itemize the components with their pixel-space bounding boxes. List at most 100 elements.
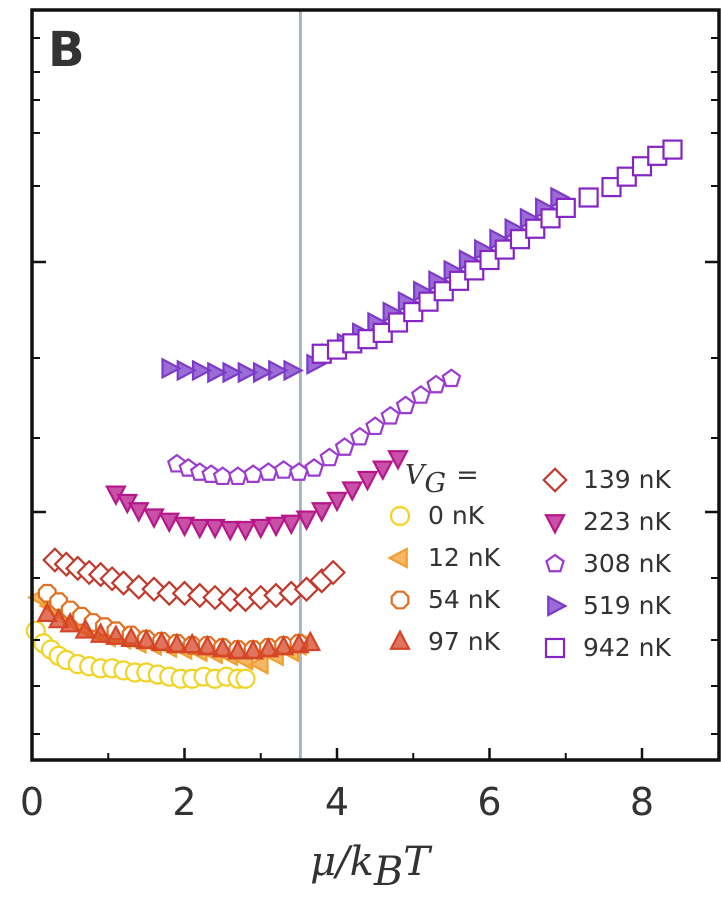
data-point bbox=[237, 361, 259, 384]
data-point bbox=[120, 626, 142, 648]
data-point bbox=[161, 357, 182, 380]
data-point bbox=[418, 291, 439, 312]
legend-marker bbox=[544, 514, 566, 535]
data-point bbox=[380, 405, 401, 425]
legend-marker bbox=[544, 637, 566, 659]
legend-label: 12 nK bbox=[428, 543, 501, 572]
data-point bbox=[188, 518, 211, 540]
data-point bbox=[662, 139, 683, 160]
x-axis-label-tail: T bbox=[403, 839, 433, 885]
data-point bbox=[494, 239, 515, 260]
data-point bbox=[304, 457, 324, 477]
data-point bbox=[272, 634, 295, 656]
data-point bbox=[320, 559, 346, 586]
legend: VG = 0 nK 12 nK 54 nK 97 nK 139 nK 223 nK 308 n… bbox=[387, 460, 672, 662]
data-point bbox=[125, 574, 152, 600]
plot-frame bbox=[30, 8, 721, 762]
panel-label: B bbox=[48, 22, 85, 78]
data-point bbox=[448, 270, 470, 291]
y-ticks bbox=[32, 37, 719, 735]
data-point bbox=[280, 514, 303, 536]
data-point bbox=[105, 624, 127, 645]
legend-marker bbox=[547, 595, 568, 617]
data-point bbox=[403, 301, 424, 323]
data-point bbox=[426, 374, 446, 394]
data-point bbox=[211, 636, 234, 658]
data-point bbox=[186, 582, 213, 609]
data-point bbox=[135, 628, 158, 650]
data-point bbox=[578, 187, 599, 208]
legend-title: VG = bbox=[405, 460, 479, 499]
data-point bbox=[341, 481, 364, 502]
legend-label: 519 nK bbox=[583, 591, 672, 620]
data-point bbox=[252, 361, 274, 384]
data-point bbox=[540, 208, 561, 229]
data-point bbox=[525, 218, 546, 239]
x-axis-label-sub: B bbox=[373, 849, 403, 895]
data-point bbox=[295, 510, 318, 532]
data-point bbox=[242, 638, 264, 660]
data-point bbox=[387, 312, 409, 333]
data-point bbox=[616, 166, 637, 187]
legend-label: 223 nK bbox=[583, 507, 672, 536]
data-point bbox=[36, 601, 59, 623]
x-axis-label: μ/kBT bbox=[310, 839, 433, 895]
data-point bbox=[319, 447, 340, 467]
data-point bbox=[273, 460, 294, 479]
data-points bbox=[25, 139, 683, 689]
data-point bbox=[258, 462, 279, 481]
legend-marker bbox=[387, 547, 408, 569]
data-point bbox=[204, 518, 226, 540]
data-point bbox=[227, 638, 249, 660]
legend-marker bbox=[389, 505, 411, 527]
x-tick-label: 0 bbox=[20, 780, 44, 824]
data-point bbox=[89, 622, 112, 643]
data-point bbox=[173, 516, 196, 538]
data-point bbox=[171, 580, 198, 607]
data-point bbox=[243, 464, 263, 483]
data-point bbox=[441, 368, 462, 388]
data-point bbox=[334, 437, 355, 456]
legend-label: 308 nK bbox=[583, 549, 672, 578]
data-point bbox=[158, 512, 181, 534]
data-point bbox=[365, 416, 385, 436]
data-point bbox=[234, 520, 257, 542]
legend-title-sub: G bbox=[425, 468, 447, 499]
legend-marker bbox=[542, 467, 568, 493]
data-point bbox=[74, 618, 97, 639]
legend-label: 139 nK bbox=[583, 465, 672, 494]
legend-marker bbox=[389, 629, 411, 650]
legend-label: 942 nK bbox=[583, 633, 672, 662]
data-point bbox=[150, 630, 173, 652]
data-point bbox=[464, 260, 485, 281]
legend-title-var: V bbox=[405, 460, 427, 491]
data-point bbox=[228, 466, 248, 486]
data-point bbox=[202, 584, 228, 611]
data-point bbox=[387, 450, 409, 471]
legend-label: 54 nK bbox=[428, 585, 501, 614]
x-axis-label-main: μ/k bbox=[310, 839, 374, 885]
data-point bbox=[222, 361, 243, 384]
data-point bbox=[265, 516, 287, 538]
data-point bbox=[601, 176, 622, 198]
data-point bbox=[268, 359, 289, 382]
data-point bbox=[127, 502, 150, 523]
data-point bbox=[395, 395, 416, 415]
data-point bbox=[59, 611, 81, 633]
data-point bbox=[433, 281, 454, 302]
data-point bbox=[411, 385, 431, 404]
data-point bbox=[350, 426, 370, 446]
legend-marker bbox=[390, 590, 410, 610]
x-tick-label: 6 bbox=[477, 780, 501, 824]
data-point bbox=[143, 508, 165, 529]
x-tick-label: 2 bbox=[172, 780, 196, 824]
data-point bbox=[326, 491, 348, 513]
data-point bbox=[299, 630, 322, 652]
legend-label: 0 nK bbox=[428, 501, 485, 530]
data-point bbox=[47, 607, 70, 629]
data-point bbox=[371, 460, 394, 482]
x-tick-label: 4 bbox=[325, 780, 349, 824]
legend-title-eq: = bbox=[456, 460, 479, 491]
data-point bbox=[283, 359, 304, 382]
